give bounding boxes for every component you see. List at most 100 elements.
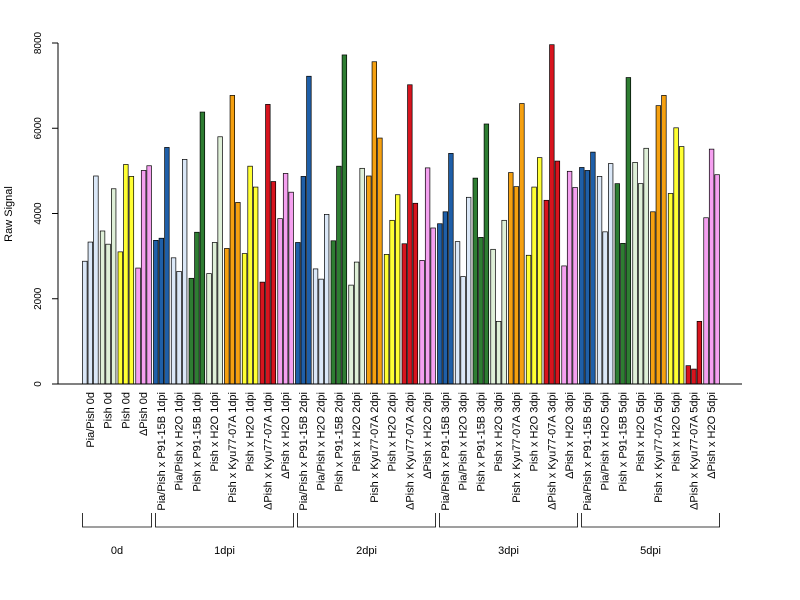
- bar: [247, 165, 253, 385]
- bar: [93, 175, 99, 385]
- bar: [277, 218, 283, 385]
- category-label: ΔPish x Kyu77-07A 3dpi: [546, 392, 558, 510]
- category-label: Pia/Pish x H2O 2dpi: [316, 392, 328, 490]
- bar: [566, 170, 573, 385]
- category-label: Pish x Kyu77-07A 1dpi: [227, 392, 239, 503]
- bar: [199, 111, 206, 385]
- bar: [607, 163, 614, 385]
- bar: [424, 167, 431, 385]
- bar: [235, 202, 241, 385]
- bar: [478, 237, 484, 385]
- bar: [430, 227, 436, 385]
- bar: [353, 261, 360, 385]
- bar: [490, 248, 496, 385]
- bar: [229, 95, 236, 385]
- bar: [206, 273, 212, 385]
- bar: [164, 147, 170, 385]
- bar: [472, 177, 478, 385]
- bar: [637, 183, 644, 385]
- bar: [170, 257, 177, 385]
- category-label: Pish x H2O 5dpi: [635, 392, 647, 471]
- category-label: Pia/Pish x P91-15B 5dpi: [582, 392, 594, 511]
- bar: [554, 160, 561, 385]
- bar: [146, 165, 152, 385]
- bar: [324, 214, 330, 385]
- group-bracket: [581, 513, 720, 528]
- category-label: Pish x H2O 2dpi: [351, 392, 363, 471]
- bar: [241, 253, 248, 385]
- bar: [259, 281, 265, 385]
- category-label: ΔPish x Kyu77-07A 1dpi: [262, 392, 274, 510]
- bar: [194, 231, 200, 385]
- bar: [318, 278, 324, 385]
- bar: [596, 176, 603, 385]
- group-label: 5dpi: [640, 545, 661, 557]
- bar: [407, 84, 413, 385]
- category-label: Pish x P91-15B 1dpi: [191, 392, 203, 492]
- bar: [377, 137, 383, 385]
- bar: [667, 193, 674, 385]
- category-labels: Pia/Pish 0d Pish 0d Pish 0d ΔPish 0d Pia/Pis…: [85, 392, 718, 511]
- bar: [105, 243, 111, 385]
- category-label: Pish x P91-15B 5dpi: [617, 392, 629, 492]
- group-label: 3dpi: [498, 545, 519, 557]
- bar: [389, 219, 395, 385]
- y-axis: 0 2000 4000 6000 8000: [33, 31, 59, 387]
- bar: [536, 157, 543, 385]
- category-label: Pish x H2O 3dpi: [529, 392, 541, 471]
- bar: [525, 254, 532, 385]
- bar: [614, 183, 620, 385]
- bar: [620, 242, 626, 385]
- bar: [602, 231, 608, 385]
- group-bracket: [82, 513, 152, 528]
- bar: [543, 199, 549, 385]
- bar: [341, 54, 348, 385]
- bar: [454, 241, 461, 385]
- bar: [176, 271, 182, 385]
- category-label: Pish x P91-15B 3dpi: [475, 392, 487, 492]
- category-label: Pish x H2O 5dpi: [671, 392, 683, 471]
- bars-layer: [82, 44, 720, 385]
- bar: [643, 147, 649, 385]
- category-label: ΔPish x Kyu77-07A 2dpi: [404, 392, 416, 510]
- bar: [188, 277, 194, 385]
- y-tick-label: 4000: [33, 202, 44, 225]
- group-bracket: [439, 513, 578, 528]
- bar: [437, 223, 443, 385]
- group-brackets: 0d 1dpi 2dpi 3dpi 5dpi: [82, 513, 720, 557]
- category-label: Pish x Kyu77-07A 3dpi: [511, 392, 523, 503]
- bar: [182, 159, 188, 385]
- category-label: ΔPish x H2O 5dpi: [706, 392, 718, 479]
- category-label: Pish x Kyu77-07A 5dpi: [653, 392, 665, 503]
- bar: [123, 164, 129, 385]
- bar: [419, 260, 425, 385]
- bar: [336, 165, 342, 385]
- category-label: ΔPish x H2O 1dpi: [280, 392, 292, 479]
- bar: [590, 151, 596, 385]
- bar: [270, 181, 277, 385]
- bar: [395, 194, 401, 385]
- bar: [383, 254, 390, 385]
- bar: [312, 268, 319, 385]
- group-label: 1dpi: [214, 545, 235, 557]
- bar: [466, 196, 472, 385]
- bar: [673, 127, 679, 385]
- bar: [625, 77, 632, 385]
- bar: [584, 170, 590, 385]
- category-label: ΔPish x H2O 2dpi: [422, 392, 434, 479]
- category-label: ΔPish x Kyu77-07A 5dpi: [688, 392, 700, 510]
- category-label: Pish x H2O 2dpi: [387, 392, 399, 471]
- y-axis-label: Raw Signal: [3, 186, 15, 242]
- bar: [714, 174, 720, 385]
- category-label: Pia/Pish x H2O 5dpi: [600, 392, 612, 490]
- bar: [140, 170, 147, 385]
- category-label: ΔPish x H2O 3dpi: [564, 392, 576, 479]
- category-label: Pish 0d: [120, 392, 132, 429]
- bar: [371, 61, 377, 385]
- category-label: Pia/Pish 0d: [85, 392, 97, 448]
- bar: [135, 267, 141, 385]
- bar: [678, 146, 685, 385]
- y-tick-label: 8000: [33, 31, 44, 54]
- bar: [300, 176, 306, 385]
